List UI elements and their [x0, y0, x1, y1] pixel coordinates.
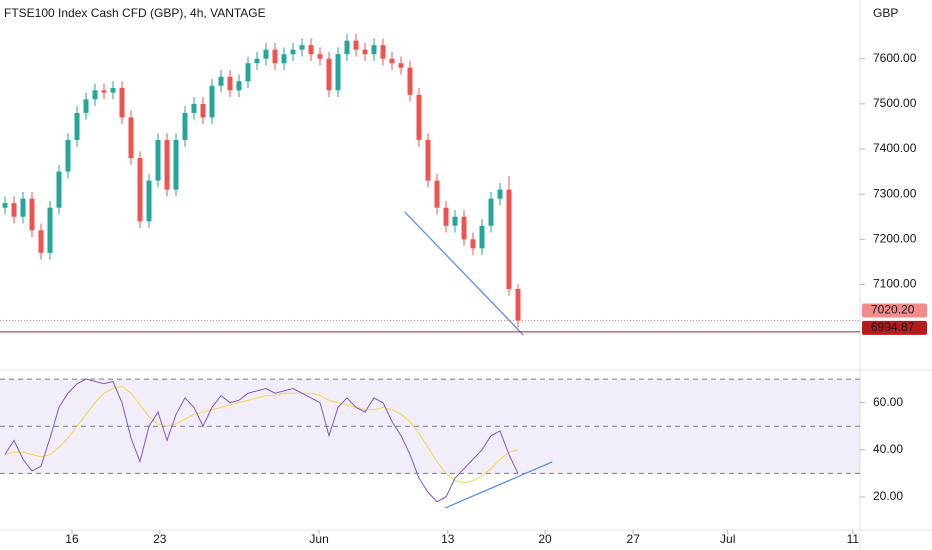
candle-body [434, 180, 440, 208]
candle-body [389, 58, 395, 64]
candle-body [83, 99, 89, 113]
x-tick-label: Jul [720, 532, 735, 546]
y-tick-label: 7500.00 [873, 96, 917, 110]
candle-body [362, 49, 368, 55]
candle-body [38, 230, 44, 253]
x-tick-label: 27 [627, 532, 641, 546]
candle-body [47, 207, 53, 253]
candle-body [245, 63, 251, 82]
candle-body [20, 198, 26, 217]
currency-label: GBP [873, 6, 898, 20]
candle-body [155, 139, 161, 181]
x-tick-label: 23 [153, 532, 167, 546]
candle-body [452, 216, 458, 226]
x-tick-label: 11 [847, 532, 860, 546]
candle-body [146, 180, 152, 222]
candle-body [101, 90, 107, 93]
y-tick-label: 7100.00 [873, 277, 917, 291]
candle-body [290, 49, 296, 55]
candle-body [506, 189, 512, 289]
candle-body [425, 139, 431, 181]
candle-body [398, 63, 404, 68]
candle-body [407, 67, 413, 95]
rsi-ma-line [4, 385, 519, 484]
candle-body [218, 76, 224, 86]
candle-body [254, 58, 260, 64]
trendline [404, 211, 524, 336]
price-badge-label: 7020.20 [871, 303, 915, 317]
candle-body [479, 225, 485, 249]
candle-body [299, 45, 305, 50]
trendline [444, 461, 553, 509]
candle-body [92, 90, 98, 100]
candle-body [380, 45, 386, 59]
x-tick-label: Jun [309, 532, 328, 546]
rsi-line [4, 378, 519, 503]
price-badge [862, 320, 927, 335]
candle-body [65, 139, 71, 172]
candle-body [308, 45, 314, 55]
y-tick-label: 7600.00 [873, 51, 917, 65]
price-badge [862, 303, 927, 318]
candle-body [416, 94, 422, 140]
candle-body [470, 239, 476, 249]
candle-body [326, 58, 332, 91]
y-tick-label: 20.00 [873, 489, 903, 503]
y-tick-label: 7200.00 [873, 231, 917, 245]
rsi-band [0, 379, 860, 474]
candle-body [119, 88, 125, 118]
candle-body [164, 139, 170, 190]
candle-body [200, 103, 206, 118]
candle-body [110, 88, 116, 93]
candle-body [2, 203, 8, 208]
candle-body [344, 40, 350, 55]
candle-body [335, 54, 341, 91]
x-tick-label: 16 [65, 532, 79, 546]
candle-body [173, 139, 179, 190]
candle-body [182, 112, 188, 140]
candle-body [137, 158, 143, 222]
candle-body [263, 49, 269, 59]
candle-body [353, 40, 359, 50]
x-tick-label: 13 [441, 532, 455, 546]
candle-body [443, 207, 449, 226]
candle-body [191, 103, 197, 113]
candle-body [236, 81, 242, 91]
candle-body [209, 85, 215, 118]
y-tick-label: 7300.00 [873, 186, 917, 200]
candle-body [128, 117, 134, 159]
y-tick-label: 7400.00 [873, 141, 917, 155]
candle-body [74, 112, 80, 140]
candle-body [317, 54, 323, 59]
candle-body [11, 203, 17, 217]
y-tick-label: 60.00 [873, 395, 903, 409]
y-tick-label: 40.00 [873, 442, 903, 456]
candle-body [461, 216, 467, 240]
x-tick-label: 20 [538, 532, 552, 546]
candle-body [56, 171, 62, 208]
price-badge-label: 6994.87 [871, 320, 915, 334]
candle-body [515, 288, 521, 321]
candle-body [488, 198, 494, 226]
chart-title: FTSE100 Index Cash CFD (GBP), 4h, VANTAG… [4, 6, 266, 20]
candle-body [281, 54, 287, 64]
candle-body [497, 189, 503, 199]
candle-body [227, 76, 233, 91]
candle-body [29, 198, 35, 231]
candle-body [371, 45, 377, 55]
candle-body [272, 49, 278, 64]
